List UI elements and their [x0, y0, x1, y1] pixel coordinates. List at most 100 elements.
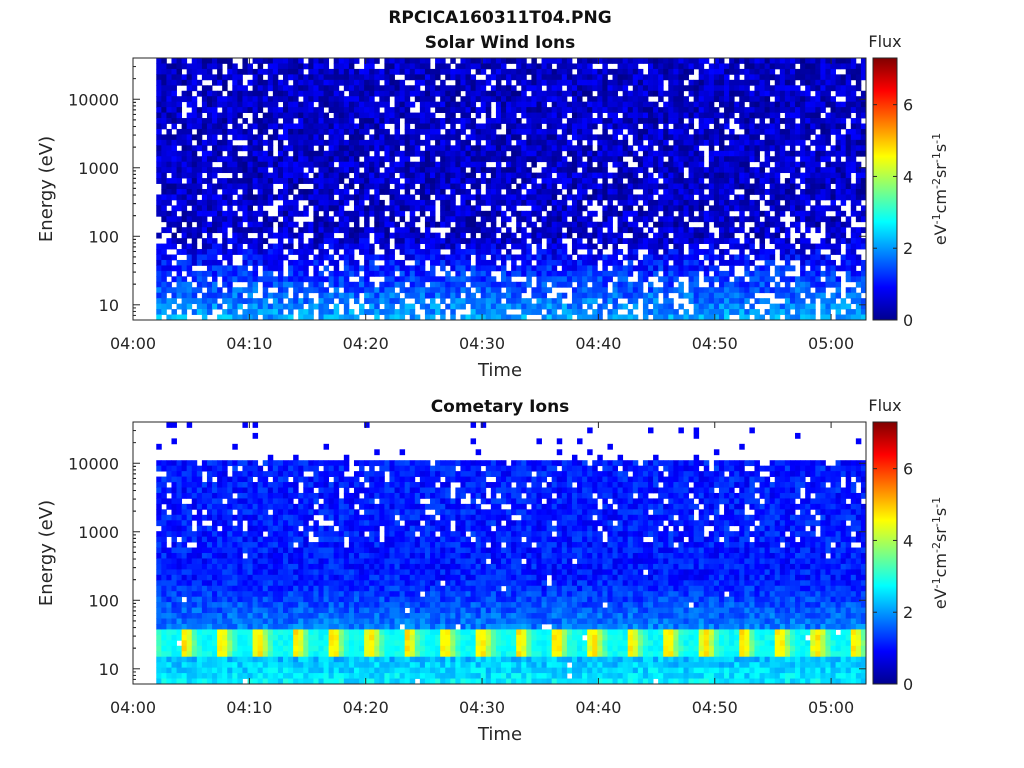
heat-cell	[622, 112, 629, 119]
heat-cell	[703, 167, 710, 174]
heat-cell	[293, 232, 299, 239]
heat-cell	[551, 156, 558, 163]
heat-cell	[399, 68, 406, 75]
heat-cell	[506, 216, 512, 223]
heat-cell	[658, 172, 664, 179]
heat-cell	[323, 161, 330, 168]
heat-cell	[713, 96, 720, 103]
heat-cell	[658, 265, 664, 272]
heat-cell	[718, 58, 725, 64]
heat-cell	[637, 243, 644, 250]
heat-cell	[318, 292, 324, 299]
heat-cell	[430, 287, 436, 294]
heat-cell	[541, 298, 548, 305]
heat-cell	[369, 303, 375, 310]
heat-cell	[171, 172, 177, 179]
heat-cell	[283, 167, 289, 174]
heat-cell	[739, 314, 745, 321]
heat-cell	[445, 118, 451, 124]
heat-cell	[718, 194, 725, 201]
heat-cell	[744, 63, 750, 70]
heat-cell	[348, 183, 355, 190]
heat-cell	[541, 118, 548, 124]
heat-cell	[318, 139, 324, 146]
heat-cell	[409, 216, 416, 223]
heat-cell	[399, 134, 406, 141]
heat-cell	[181, 205, 188, 212]
heat-cell	[485, 90, 492, 97]
heat-cell	[759, 58, 766, 64]
heat-cell	[561, 96, 568, 103]
heat-cell	[774, 123, 781, 130]
heat-cell	[343, 101, 350, 108]
heat-cell	[495, 183, 502, 190]
heat-cell	[683, 259, 689, 266]
heat-cell	[338, 270, 345, 277]
heat-cell	[577, 276, 583, 283]
heat-cell	[404, 243, 411, 250]
heat-cell	[648, 178, 654, 184]
heat-cell	[617, 238, 624, 244]
heat-cell	[445, 183, 451, 190]
heat-cell	[617, 63, 624, 70]
heat-cell	[272, 90, 279, 97]
heat-cell	[267, 123, 274, 130]
heat-cell	[744, 205, 750, 212]
heat-cell	[318, 259, 324, 266]
heat-cell	[460, 112, 466, 119]
heat-cell	[348, 232, 355, 239]
heat-cell	[749, 145, 755, 152]
heat-cell	[607, 150, 613, 157]
heat-cell	[435, 276, 441, 283]
heat-cell	[298, 58, 304, 64]
heat-cell	[323, 172, 330, 179]
heat-cell	[724, 183, 730, 190]
heat-cell	[577, 281, 583, 288]
heat-cell	[196, 210, 203, 217]
heat-cell	[779, 276, 786, 283]
heat-cell	[394, 265, 401, 272]
heat-cell	[480, 123, 487, 130]
heat-cell	[617, 79, 624, 86]
heat-cell	[348, 281, 355, 288]
heat-cell	[186, 178, 193, 184]
heat-cell	[673, 259, 679, 266]
heat-cell	[718, 123, 725, 130]
heat-cell	[176, 221, 183, 228]
heat-cell	[353, 96, 360, 103]
heat-cell	[201, 281, 208, 288]
heat-cell	[359, 227, 365, 234]
heat-cell	[511, 150, 517, 157]
heat-cell	[617, 221, 624, 228]
heat-cell	[708, 314, 715, 321]
heat-cell	[774, 287, 781, 294]
heat-cell	[333, 210, 340, 217]
heat-cell	[521, 58, 527, 64]
heat-cell	[495, 303, 502, 310]
heat-cell	[470, 281, 477, 288]
heat-cell	[480, 303, 487, 310]
heat-cell	[201, 243, 208, 250]
heat-cell	[536, 216, 542, 223]
heat-cell	[359, 79, 365, 86]
heat-cell	[450, 303, 456, 310]
heat-cell	[673, 68, 679, 75]
heat-cell	[612, 189, 618, 195]
heat-cell	[526, 118, 532, 124]
heat-cell	[176, 172, 183, 179]
heat-cell	[511, 210, 517, 217]
heat-cell	[470, 232, 477, 239]
heat-cell	[206, 194, 213, 201]
heat-cell	[257, 243, 264, 250]
heat-cell	[369, 107, 375, 113]
heat-cell	[511, 281, 517, 288]
heat-cell	[206, 238, 213, 244]
heat-cell	[338, 150, 345, 157]
heat-cell	[353, 243, 360, 250]
heat-cell	[577, 227, 583, 234]
heat-cell	[678, 68, 684, 75]
heat-cell	[369, 309, 375, 315]
heat-cell	[359, 189, 365, 195]
heat-cell	[318, 298, 324, 305]
heat-cell	[749, 150, 755, 157]
